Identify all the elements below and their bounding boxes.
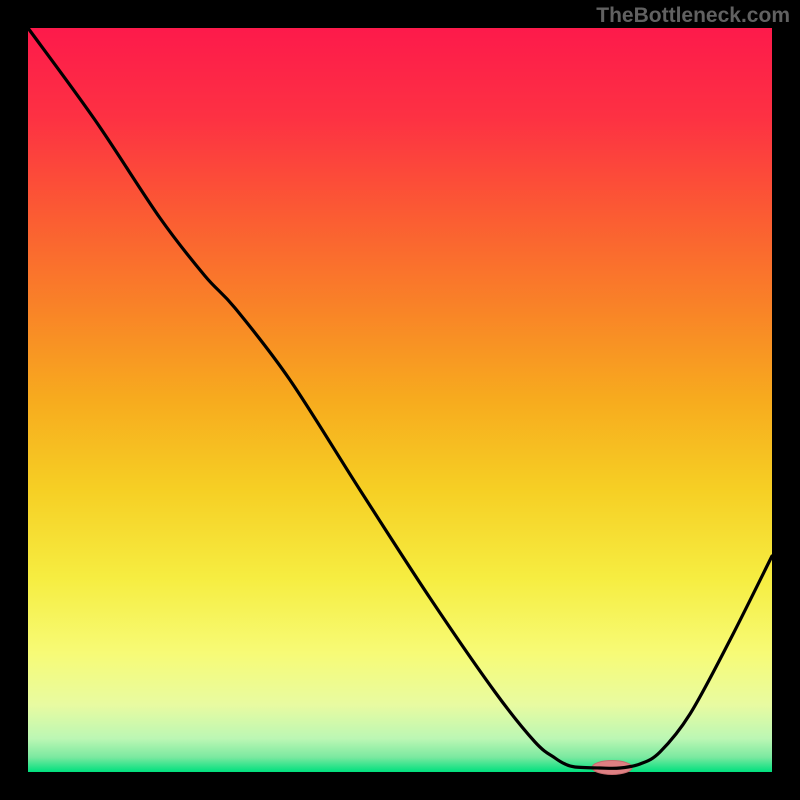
bottleneck-chart xyxy=(0,0,800,800)
watermark-text: TheBottleneck.com xyxy=(596,4,790,28)
plot-gradient-background xyxy=(28,28,772,772)
chart-container: TheBottleneck.com xyxy=(0,0,800,800)
